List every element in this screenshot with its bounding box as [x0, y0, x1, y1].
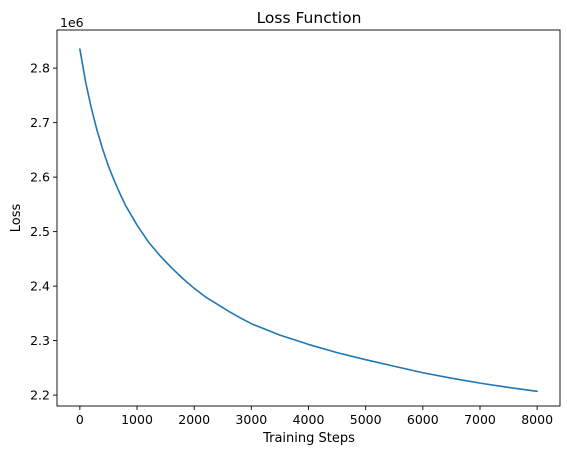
x-axis-label: Training Steps [262, 431, 355, 446]
y-tick-label: 2.6 [30, 170, 50, 185]
y-tick-label: 2.2 [30, 388, 50, 403]
x-tick-label: 4000 [293, 412, 325, 427]
y-offset-text: 1e6 [60, 15, 84, 30]
loss-series-line [79, 48, 538, 393]
x-tick-label: 8000 [521, 412, 553, 427]
x-tick-label: 6000 [407, 412, 439, 427]
y-tick-label: 2.5 [30, 224, 50, 239]
x-tick-label: 2000 [178, 412, 210, 427]
y-tick-label: 2.7 [30, 115, 50, 130]
x-tick-label: 5000 [350, 412, 382, 427]
x-tick-label: 3000 [235, 412, 267, 427]
x-tick-label: 7000 [464, 412, 496, 427]
x-tick-label: 0 [76, 412, 84, 427]
series-group [79, 48, 538, 393]
y-tick-label: 2.8 [30, 61, 50, 76]
y-axis-label: Loss [9, 204, 24, 233]
chart-title: Loss Function [257, 9, 362, 27]
x-axis: 0 1000 2000 3000 4000 5000 6000 7000 8000 [76, 406, 553, 427]
y-tick-label: 2.4 [30, 279, 50, 294]
y-tick-label: 2.3 [30, 333, 50, 348]
y-axis: 2.2 2.3 2.4 2.5 2.6 2.7 2.8 [30, 61, 57, 403]
x-tick-label: 1000 [121, 412, 153, 427]
